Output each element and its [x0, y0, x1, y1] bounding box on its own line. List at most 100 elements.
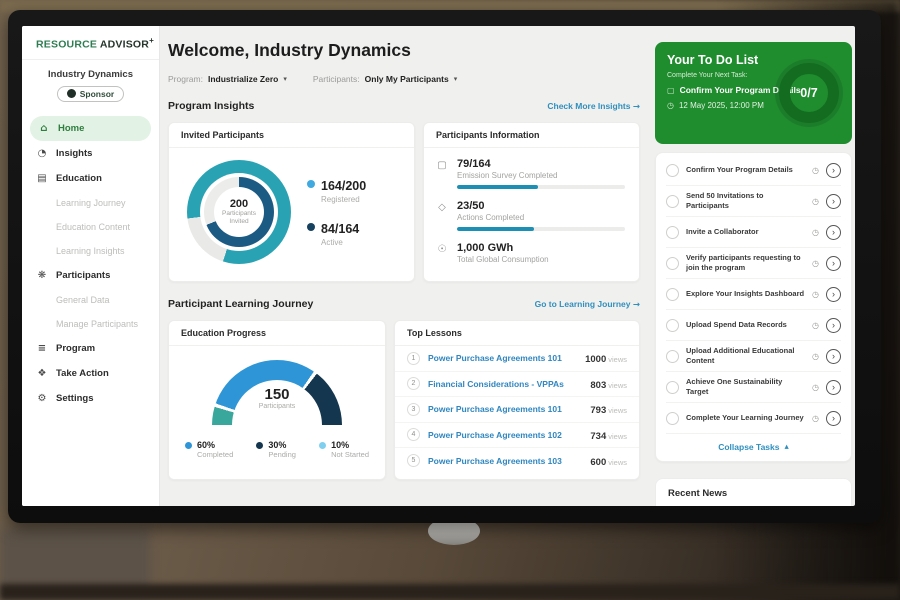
sponsor-icon — [67, 89, 76, 98]
chevron-down-icon: ▾ — [454, 75, 458, 83]
task-checkbox[interactable] — [666, 195, 679, 208]
todo-tasks-card: Confirm Your Program Details ◷ › Send 50… — [655, 152, 852, 462]
sidebar-item-home[interactable]: ⌂ Home — [30, 116, 151, 141]
donut-center: 200 Participants Invited — [187, 160, 291, 264]
todo-summary-card: Your To Do List Complete Your Next Task:… — [655, 42, 852, 144]
sidebar-item-manage-participants[interactable]: Manage Participants — [22, 312, 159, 336]
take-action-icon: ❖ — [36, 368, 48, 379]
task-row[interactable]: Upload Spend Data Records ◷ › — [666, 310, 841, 341]
task-open-button[interactable]: › — [826, 411, 841, 426]
participants-icon: ❋ — [36, 270, 48, 281]
time-icon: ◷ — [812, 228, 819, 237]
survey-icon: ▢ — [436, 160, 448, 189]
lesson-link[interactable]: Power Purchase Agreements 101 — [428, 404, 582, 414]
task-checkbox[interactable] — [666, 164, 679, 177]
task-checkbox[interactable] — [666, 350, 679, 363]
task-open-button[interactable]: › — [826, 225, 841, 240]
sidebar-item-take-action[interactable]: ❖ Take Action — [22, 361, 159, 386]
todo-progress-ring: 0/7 — [779, 63, 839, 123]
chevron-down-icon: ▾ — [283, 75, 287, 83]
task-row[interactable]: Complete Your Learning Journey ◷ › — [666, 403, 841, 434]
registered-dot-icon — [307, 180, 315, 188]
sidebar-item-general-data[interactable]: General Data — [22, 288, 159, 312]
card-title: Invited Participants — [169, 123, 414, 148]
not-started-dot-icon — [319, 442, 326, 449]
lesson-row: 2 Financial Considerations - VPPAs 803vi… — [395, 372, 639, 398]
task-row[interactable]: Verify participants requesting to join t… — [666, 248, 841, 279]
education-legend: 60% Completed 30% Pending — [169, 426, 385, 459]
task-row[interactable]: Send 50 Invitations to Participants ◷ › — [666, 186, 841, 217]
sidebar: RESOURCE ADVISOR+ Industry Dynamics Spon… — [22, 26, 160, 506]
backdrop-bottom — [0, 584, 900, 600]
lesson-link[interactable]: Power Purchase Agreements 103 — [428, 456, 582, 466]
section-title: Program Insights — [168, 100, 254, 112]
sidebar-item-program[interactable]: ≡ Program — [22, 336, 159, 361]
clock-icon: ◷ — [667, 101, 674, 110]
task-open-button[interactable]: › — [826, 287, 841, 302]
sidebar-item-learning-insights[interactable]: Learning Insights — [22, 239, 159, 263]
task-row[interactable]: Explore Your Insights Dashboard ◷ › — [666, 279, 841, 310]
actions-icon: ◇ — [436, 202, 448, 231]
task-open-button[interactable]: › — [826, 318, 841, 333]
task-row[interactable]: Upload Additional Educational Content ◷ … — [666, 341, 841, 372]
legend-registered: 164/200 Registered — [307, 177, 366, 204]
education-progress-card: Education Progress 150 Participants 60% … — [168, 320, 386, 480]
time-icon: ◷ — [812, 290, 819, 299]
sidebar-item-education-content[interactable]: Education Content — [22, 215, 159, 239]
lesson-link[interactable]: Power Purchase Agreements 101 — [428, 353, 577, 363]
task-open-button[interactable]: › — [826, 194, 841, 209]
time-icon: ◷ — [812, 352, 819, 361]
actions-completed-metric: ◇ 23/50 Actions Completed — [436, 200, 625, 231]
task-open-button[interactable]: › — [826, 349, 841, 364]
app-logo: RESOURCE ADVISOR+ — [22, 26, 159, 60]
task-checkbox[interactable] — [666, 381, 679, 394]
task-checkbox[interactable] — [666, 226, 679, 239]
emission-survey-metric: ▢ 79/164 Emission Survey Completed — [436, 158, 625, 189]
time-icon: ◷ — [812, 166, 819, 175]
sidebar-item-learning-journey[interactable]: Learning Journey — [22, 191, 159, 215]
todo-counter: 0/7 — [800, 86, 817, 100]
sidebar-item-participants[interactable]: ❋ Participants — [22, 263, 159, 288]
lesson-link[interactable]: Power Purchase Agreements 102 — [428, 430, 582, 440]
learning-journey-header: Participant Learning Journey Go to Learn… — [168, 298, 640, 310]
task-checkbox[interactable] — [666, 412, 679, 425]
sidebar-item-education[interactable]: ▤ Education — [22, 166, 159, 191]
time-icon: ◷ — [812, 321, 819, 330]
task-checkbox[interactable] — [666, 257, 679, 270]
time-icon: ◷ — [812, 383, 819, 392]
invited-donut-chart: 200 Participants Invited — [187, 160, 291, 264]
gear-icon: ⚙ — [36, 393, 48, 404]
card-title: Participants Information — [424, 123, 639, 148]
card-title: Education Progress — [169, 321, 385, 346]
rank-badge: 1 — [407, 352, 420, 365]
task-checkbox[interactable] — [666, 288, 679, 301]
program-icon: ≡ — [36, 343, 48, 354]
lesson-link[interactable]: Financial Considerations - VPPAs — [428, 379, 582, 389]
todo-panel: Your To Do List Complete Your Next Task:… — [652, 26, 855, 506]
collapse-tasks-link[interactable]: Collapse Tasks ▴ — [666, 434, 841, 455]
insights-icon: ◔ — [36, 148, 48, 159]
participants-filter[interactable]: Participants: Only My Participants ▾ — [313, 74, 457, 84]
page-title: Welcome, Industry Dynamics — [168, 40, 411, 61]
task-row[interactable]: Achieve One Sustainability Target ◷ › — [666, 372, 841, 403]
task-row[interactable]: Confirm Your Program Details ◷ › — [666, 155, 841, 186]
task-open-button[interactable]: › — [826, 256, 841, 271]
check-more-insights-link[interactable]: Check More Insights → — [547, 101, 640, 112]
sidebar-item-settings[interactable]: ⚙ Settings — [22, 386, 159, 411]
chevron-up-icon: ▴ — [784, 442, 788, 452]
completed-dot-icon — [185, 442, 192, 449]
task-open-button[interactable]: › — [826, 380, 841, 395]
sidebar-nav: ⌂ Home ◔ Insights ▤ Education Learning J… — [22, 112, 159, 415]
task-open-button[interactable]: › — [826, 163, 841, 178]
legend-completed: 60% Completed — [185, 440, 233, 459]
sponsor-badge[interactable]: Sponsor — [57, 86, 124, 102]
task-row[interactable]: Invite a Collaborator ◷ › — [666, 217, 841, 248]
active-dot-icon — [307, 223, 315, 231]
program-filter[interactable]: Program: Industrialize Zero ▾ — [168, 74, 287, 84]
recent-news-card: Recent News — [655, 478, 852, 506]
task-checkbox[interactable] — [666, 319, 679, 332]
go-to-learning-journey-link[interactable]: Go to Learning Journey → — [535, 299, 640, 310]
sidebar-item-insights[interactable]: ◔ Insights — [22, 141, 159, 166]
invited-donut-body: 200 Participants Invited 164/200 Registe… — [169, 148, 414, 276]
consumption-icon: ☉ — [436, 244, 448, 269]
